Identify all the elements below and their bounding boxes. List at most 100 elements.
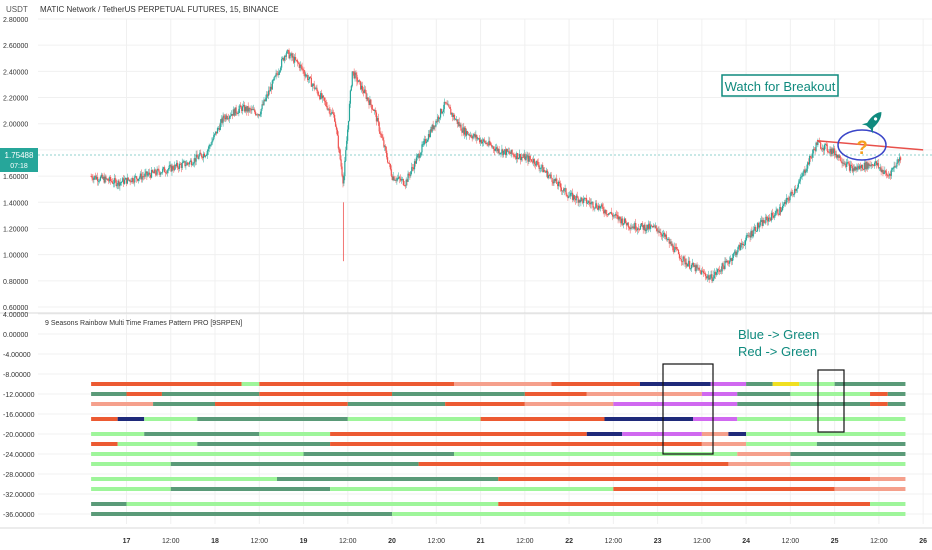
candle [158,169,160,173]
candle [889,174,891,176]
candle [420,152,422,156]
candle [135,176,137,178]
band-segment [816,442,906,446]
band-segment [737,452,791,456]
candle [645,229,647,232]
candle [678,254,681,259]
candle [201,154,203,158]
candle [373,110,376,111]
candle [438,116,440,120]
candle [697,267,699,269]
candle [454,119,457,121]
candle [315,87,317,89]
candle [103,176,105,183]
candle [470,135,472,138]
band-segment [347,402,446,406]
candle [161,172,163,174]
candle [322,95,325,98]
band-segment [586,392,702,396]
candle [764,222,766,224]
candle [382,137,384,141]
candle [390,169,392,176]
candle [559,183,562,188]
candle [787,198,789,200]
candle [820,142,822,149]
candle [532,159,535,163]
candle [551,177,553,182]
candle [677,250,680,255]
band-segment [790,392,871,396]
candle [885,170,887,173]
candle [687,264,689,267]
candle [365,92,367,99]
candle [888,174,891,176]
trendline [816,139,924,151]
candle [205,155,207,157]
candle [762,220,764,226]
band-segment [604,417,694,421]
candle [875,161,878,166]
candle [713,275,715,280]
candle [759,221,761,226]
candle [424,139,426,141]
candle [611,214,614,217]
candle [816,142,818,146]
candle [475,134,477,138]
candle [882,169,884,174]
color-legend-callout: Blue -> Green Red -> Green [738,327,819,359]
candle [737,247,739,253]
band-segment [392,392,525,396]
candle [679,258,681,260]
candle [468,134,470,136]
candle [570,192,572,196]
candle [98,180,101,182]
candle [790,191,792,197]
candle [776,209,778,212]
candle [306,75,308,76]
candle [220,118,222,123]
candle [299,64,301,68]
band-segment [834,382,906,386]
candle [270,86,273,90]
candle [498,149,500,154]
candle [122,178,124,182]
band-segment [276,477,499,481]
candle [414,161,417,164]
candle [348,103,351,121]
candle [273,76,275,80]
candle [827,150,829,152]
candle [684,258,686,265]
candle [96,176,98,180]
candle [692,262,694,267]
candle [374,110,377,113]
candle [849,164,852,171]
candle [663,232,665,235]
candle [332,111,334,114]
candle [377,117,379,123]
candle [519,154,522,161]
candle [189,161,191,165]
candle [747,235,749,237]
candle [458,121,460,126]
candle [383,140,385,147]
breakout-label: Watch for Breakout [725,79,836,94]
candle [380,133,382,135]
candle [658,230,660,233]
candle [846,162,848,167]
candle [303,70,305,74]
candle [850,164,852,167]
candle [866,161,868,169]
band-segment [613,402,738,406]
candle [448,104,450,108]
candle [213,135,215,140]
candle [676,247,678,250]
candle [321,93,323,99]
band-segment [870,392,888,396]
candle [453,114,456,120]
band-segment [799,382,835,386]
candle [311,84,313,87]
candle [894,166,896,167]
candle [442,109,444,112]
band-segment [117,442,198,446]
candle [477,138,479,140]
